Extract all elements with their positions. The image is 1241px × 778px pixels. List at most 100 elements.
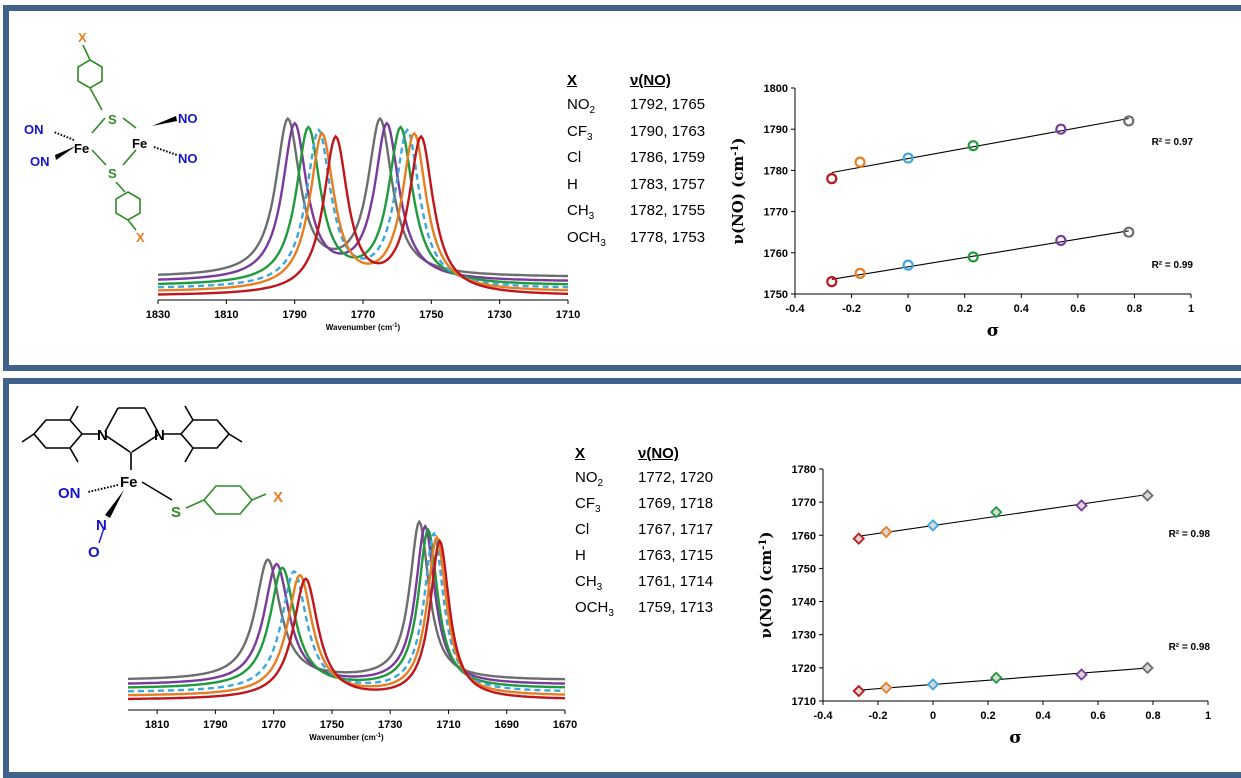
x-tick-label: 0.2 bbox=[957, 303, 972, 315]
y-tick-label: 1760 bbox=[792, 530, 816, 542]
table-cell-substituent: OCH3 bbox=[575, 599, 614, 619]
data-point-cl bbox=[989, 671, 1003, 685]
y-tick-label: 1730 bbox=[792, 630, 816, 642]
table-cell-frequency: 1763, 1715 bbox=[638, 547, 714, 564]
data-point-cf3 bbox=[1055, 123, 1067, 135]
x-tick-label: -0.4 bbox=[786, 303, 806, 315]
y-tick-label: 1750 bbox=[792, 563, 816, 575]
x-tick-label: 1790 bbox=[282, 309, 306, 321]
table-header-x: X bbox=[567, 72, 578, 89]
table-header-vno: ν(NO) bbox=[638, 445, 679, 462]
spectrum-trace-h bbox=[158, 128, 568, 289]
table-cell-frequency: 1783, 1757 bbox=[630, 175, 706, 193]
x-tick-label: -0.4 bbox=[814, 710, 834, 722]
y-tick-label: 1740 bbox=[792, 597, 816, 609]
y-tick-label: 1780 bbox=[792, 464, 816, 476]
x-axis-title: σ bbox=[987, 321, 1000, 341]
nitrosyl-label: N bbox=[96, 517, 107, 534]
x-tick-label: 1770 bbox=[351, 309, 375, 321]
iron-label: Fe bbox=[132, 136, 147, 151]
table-cell-substituent: CF3 bbox=[567, 122, 593, 143]
data-point-ch3 bbox=[879, 525, 893, 539]
nhc-iron-structure: N N Fe ON N O S X bbox=[21, 405, 283, 561]
x-tick-label: 0 bbox=[930, 710, 936, 722]
y-axis-title: ν(NO) (cm-1) bbox=[757, 532, 775, 639]
data-point-h bbox=[902, 152, 914, 164]
y-axis-title: ν(NO) (cm-1) bbox=[729, 138, 747, 245]
r-squared-label: R² = 0.98 bbox=[1169, 529, 1211, 540]
data-point-och3 bbox=[852, 684, 866, 698]
spectrum-trace-cf3 bbox=[128, 523, 565, 685]
y-tick-label: 1770 bbox=[764, 207, 788, 219]
spectrum-trace-cl bbox=[127, 527, 566, 689]
table-cell-substituent: H bbox=[567, 175, 578, 193]
hammett-plot-bottom: 1710 1720 1730 1740 1750 1760 1770 1780 -0.4 -0.2… bbox=[757, 464, 1211, 748]
x-axis-title: Wavenumber (cm-1) bbox=[309, 733, 384, 742]
table-cell-frequency: 1778, 1753 bbox=[630, 228, 706, 246]
table-cell-frequency: 1792, 1765 bbox=[630, 96, 706, 113]
x-tick-label: 1670 bbox=[553, 719, 577, 731]
x-tick-label: 0.8 bbox=[1145, 710, 1160, 722]
x-tick-label: 0.2 bbox=[980, 710, 995, 722]
data-point-och3 bbox=[826, 276, 838, 288]
ir-spectrum-top: 1830 1810 1790 1770 1750 1730 1710 Wavenumber (… bbox=[146, 116, 580, 332]
y-tick-label: 1780 bbox=[764, 165, 788, 177]
iron-label: Fe bbox=[74, 141, 89, 156]
table-cell-frequency: 1769, 1718 bbox=[638, 495, 714, 512]
data-point-no2 bbox=[1141, 489, 1154, 502]
x-tick-label: 1830 bbox=[146, 309, 170, 321]
data-point-cl bbox=[989, 505, 1003, 519]
table-cell-frequency: 1772, 1720 bbox=[638, 469, 714, 486]
y-tick-label: 1710 bbox=[792, 696, 816, 708]
table-cell-frequency: 1761, 1714 bbox=[638, 573, 714, 590]
spectrum-trace-cf3 bbox=[158, 121, 568, 282]
x-tick-label: 0.4 bbox=[1035, 710, 1051, 722]
x-tick-label: 1710 bbox=[436, 719, 460, 731]
x-tick-label: 1770 bbox=[261, 719, 285, 731]
x-tick-label: 1710 bbox=[556, 309, 580, 321]
table-cell-substituent: Cl bbox=[567, 149, 582, 166]
table-cell-substituent: CH3 bbox=[575, 573, 603, 593]
data-point-cf3 bbox=[1075, 499, 1088, 512]
ir-spectrum-bottom: 1810 1790 1770 1750 1730 1710 1690 1670 Wavenumb… bbox=[127, 519, 577, 742]
x-tick-label: 1790 bbox=[203, 719, 227, 731]
table-cell-frequency: 1782, 1755 bbox=[630, 202, 706, 219]
x-tick-label: -0.2 bbox=[842, 303, 861, 315]
x-substituent-label: X bbox=[273, 489, 283, 506]
iron-label: Fe bbox=[120, 474, 138, 491]
sulfur-label: S bbox=[171, 504, 181, 521]
y-tick-label: 1750 bbox=[764, 289, 788, 301]
nitrosyl-label: ON bbox=[58, 485, 81, 502]
nitrosyl-label: ON bbox=[24, 122, 44, 137]
x-tick-label: 0.6 bbox=[1070, 303, 1085, 315]
table-cell-substituent: CF3 bbox=[575, 495, 601, 515]
x-tick-label: 1750 bbox=[320, 719, 344, 731]
table-cell-substituent: H bbox=[575, 547, 586, 564]
x-tick-label: 1810 bbox=[145, 719, 169, 731]
y-tick-label: 1800 bbox=[764, 83, 788, 95]
table-cell-substituent: OCH3 bbox=[567, 228, 606, 249]
trendline bbox=[831, 117, 1129, 174]
data-point-och3 bbox=[826, 173, 838, 185]
x-substituent-label: X bbox=[78, 30, 87, 45]
hammett-plot-top: 1750 1760 1770 1780 1790 1800 -0.4 -0.2 0 0.2 0.4 0… bbox=[729, 83, 1194, 341]
x-tick-label: 1750 bbox=[419, 309, 443, 321]
data-point-ch3 bbox=[854, 156, 866, 168]
nitrogen-label: N bbox=[97, 427, 108, 444]
trendline bbox=[858, 667, 1148, 691]
top-panel bbox=[3, 5, 1241, 371]
trendline bbox=[858, 493, 1148, 537]
data-point-ch3 bbox=[879, 681, 893, 695]
x-axis-title: Wavenumber (cm-1) bbox=[326, 323, 401, 332]
data-point-och3 bbox=[852, 532, 866, 545]
sulfur-label: S bbox=[108, 112, 117, 127]
spectrum-trace-h bbox=[128, 531, 565, 693]
x-tick-label: 1810 bbox=[214, 309, 238, 321]
data-point-cf3 bbox=[1055, 234, 1067, 247]
diiron-structure: X S Fe NO ON ON Fe NO S X bbox=[24, 30, 198, 245]
sulfur-label: S bbox=[108, 166, 117, 181]
y-tick-label: 1760 bbox=[764, 248, 788, 260]
data-point-no2 bbox=[1123, 115, 1135, 127]
spectrum-trace-och3 bbox=[157, 134, 568, 296]
